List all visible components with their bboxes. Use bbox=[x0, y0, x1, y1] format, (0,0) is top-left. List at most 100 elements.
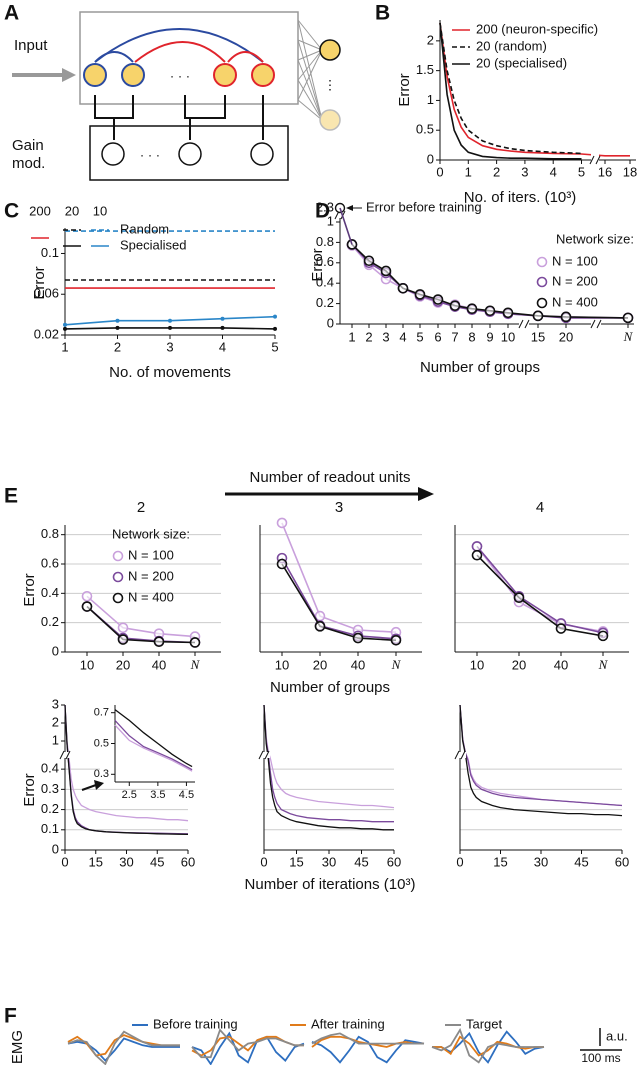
y-tick-label: 0.4 bbox=[41, 585, 59, 600]
x-tick-label: 0 bbox=[436, 164, 443, 179]
x-tick-label: 3.5 bbox=[150, 789, 165, 801]
legend-label: 20 (specialised) bbox=[476, 55, 567, 70]
x-tick-label: 4 bbox=[219, 339, 226, 354]
x-tick-label: 3 bbox=[166, 339, 173, 354]
x-tick-label: 10 bbox=[501, 329, 515, 344]
y-tick-label: 0.1 bbox=[41, 245, 59, 260]
chart-title: 4 bbox=[536, 499, 544, 516]
marker bbox=[115, 318, 120, 323]
legend-label: N = 200 bbox=[552, 273, 598, 288]
series-line bbox=[432, 1035, 544, 1057]
series-line bbox=[64, 704, 189, 836]
x-tick-label: 16 bbox=[598, 164, 612, 179]
break-gap bbox=[519, 320, 529, 328]
scale-label: a.u. bbox=[606, 1028, 628, 1043]
inset-arrowhead bbox=[94, 780, 104, 790]
marker bbox=[117, 634, 129, 645]
marker bbox=[622, 312, 634, 324]
marker bbox=[484, 305, 496, 317]
y-tick-label: 0 bbox=[327, 315, 334, 330]
y-tick-label: 0.2 bbox=[316, 295, 334, 310]
panel-letter: D bbox=[315, 200, 330, 223]
inset-bg bbox=[100, 700, 195, 780]
x-tick-label: 40 bbox=[554, 657, 568, 672]
legend-label: N = 200 bbox=[128, 568, 174, 583]
marker bbox=[314, 621, 326, 632]
neuron bbox=[83, 63, 107, 87]
x-tick-label: 10 bbox=[470, 657, 484, 672]
legend-title: Network size: bbox=[556, 231, 634, 246]
x-tick-label: 1 bbox=[61, 339, 68, 354]
x-tick-label: 0 bbox=[456, 854, 463, 869]
y-axis-label: Error bbox=[309, 248, 326, 281]
ellipsis: ⋮ bbox=[324, 77, 337, 92]
y-tick-label: 0.5 bbox=[416, 122, 434, 137]
marker bbox=[352, 632, 364, 644]
y-tick-label: 0.02 bbox=[34, 326, 59, 341]
x-tick-label: 45 bbox=[574, 854, 588, 869]
legend-label: 20 (random) bbox=[476, 38, 547, 53]
y-tick-label: 1 bbox=[427, 92, 434, 107]
x-tick-label: 4 bbox=[399, 329, 406, 344]
ellipsis: · · · bbox=[140, 147, 160, 162]
chart-title: 2 bbox=[137, 499, 145, 516]
marker bbox=[397, 282, 409, 294]
marker bbox=[513, 592, 525, 604]
connection bbox=[134, 41, 226, 63]
marker bbox=[532, 310, 544, 322]
annotation-arrowhead bbox=[346, 205, 353, 211]
x-tick-label: N bbox=[623, 329, 634, 344]
readout-fan bbox=[297, 19, 323, 121]
y-tick-label: 0.5 bbox=[94, 737, 109, 749]
panel-letter: F bbox=[4, 1005, 17, 1028]
axis-break bbox=[454, 750, 466, 760]
y-tick-label: 0.3 bbox=[94, 768, 109, 780]
marker bbox=[555, 623, 567, 634]
series-line bbox=[431, 1027, 544, 1064]
x-tick-label: 20 bbox=[116, 657, 130, 672]
y-tick-label: 0.2 bbox=[41, 614, 59, 629]
marker bbox=[466, 303, 478, 315]
series-line bbox=[311, 1035, 425, 1064]
marker bbox=[168, 325, 172, 330]
break-gap bbox=[59, 752, 71, 758]
legend-marker bbox=[112, 571, 124, 583]
series-line bbox=[86, 605, 196, 644]
y-tick-label: 1 bbox=[52, 732, 59, 747]
break-gap bbox=[591, 320, 601, 328]
ellipsis: · · · bbox=[170, 68, 190, 83]
marker bbox=[63, 322, 67, 327]
y-axis-label: Error bbox=[21, 773, 38, 806]
marker bbox=[471, 541, 483, 552]
gain-label: mod. bbox=[12, 155, 45, 172]
y-tick-label: 2 bbox=[52, 714, 59, 729]
y-tick-label: 0.2 bbox=[41, 801, 59, 816]
network-box bbox=[79, 11, 299, 105]
axis-break bbox=[258, 750, 270, 760]
x-tick-label: 15 bbox=[493, 854, 507, 869]
x-tick-label: 4 bbox=[550, 164, 557, 179]
marker bbox=[115, 325, 120, 330]
y-tick-label: 0.6 bbox=[316, 254, 334, 269]
legend-marker bbox=[112, 592, 124, 604]
x-tick-label: 45 bbox=[150, 854, 164, 869]
series-line bbox=[191, 1028, 304, 1059]
marker bbox=[432, 294, 444, 305]
x-axis-label: Number of groups bbox=[420, 359, 540, 376]
legend-label: N = 100 bbox=[552, 253, 598, 268]
marker bbox=[81, 590, 93, 602]
input-arrowhead bbox=[62, 68, 76, 82]
x-tick-label: 30 bbox=[322, 854, 336, 869]
series-line bbox=[459, 704, 623, 807]
marker bbox=[390, 634, 402, 646]
y-tick-label: 0.7 bbox=[94, 707, 109, 719]
gain-knob bbox=[250, 142, 274, 166]
y-tick-label: 0.8 bbox=[41, 526, 59, 541]
series-line bbox=[64, 704, 189, 822]
scale-label: 100 ms bbox=[581, 1051, 620, 1065]
marker bbox=[63, 326, 67, 331]
axis-break bbox=[59, 750, 71, 760]
legend-label: After training bbox=[311, 1016, 385, 1031]
y-tick-label: 1.5 bbox=[416, 62, 434, 77]
